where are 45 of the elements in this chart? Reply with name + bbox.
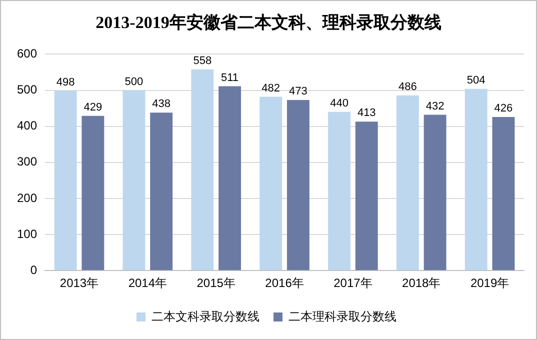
- x-tick-label: 2013年: [60, 276, 99, 290]
- x-tick-label: 2015年: [196, 276, 236, 290]
- bar: [424, 114, 446, 270]
- data-label: 429: [84, 101, 102, 114]
- data-label: 473: [289, 86, 308, 98]
- bar: [286, 100, 310, 270]
- x-tick-label: 2016年: [265, 276, 304, 290]
- bar: [464, 88, 488, 270]
- y-tick-label: 200: [16, 190, 38, 205]
- data-label: 558: [193, 54, 212, 67]
- bar: [122, 90, 146, 270]
- bar: [218, 86, 241, 270]
- data-label: 500: [124, 76, 144, 88]
- bar: [355, 122, 378, 270]
- y-tick-label: 300: [16, 154, 38, 169]
- bar: [150, 112, 173, 270]
- bar: [82, 116, 104, 270]
- y-tick-label: 100: [16, 226, 38, 241]
- bar: [260, 96, 282, 270]
- data-label: 432: [426, 100, 444, 112]
- x-tick-label: 2019年: [470, 276, 510, 290]
- y-tick-label: 500: [16, 82, 38, 97]
- data-label: 440: [330, 97, 348, 110]
- x-tick-label: 2017年: [334, 276, 372, 290]
- data-label: 504: [466, 74, 486, 86]
- x-tick-label: 2014年: [128, 276, 168, 290]
- y-tick-label: 0: [30, 262, 38, 277]
- y-tick-label: 400: [16, 118, 38, 133]
- y-tick-label: 600: [16, 46, 38, 61]
- data-label: 486: [398, 80, 417, 93]
- data-label: 438: [152, 98, 171, 110]
- chart-title: 2013-2019年安徽省二本文科、理科录取分数线: [94, 12, 442, 34]
- data-label: 498: [56, 76, 75, 89]
- data-label: 511: [220, 72, 239, 84]
- bar: [328, 112, 350, 270]
- x-tick-label: 2018年: [402, 276, 441, 290]
- data-label: 482: [262, 82, 280, 94]
- bar: [396, 95, 419, 270]
- legend-label: 二本文科录取分数线: [152, 309, 260, 324]
- legend-label: 二本理科录取分数线: [288, 309, 396, 324]
- bar: [191, 69, 214, 270]
- data-label: 413: [357, 107, 376, 120]
- bar: [492, 116, 515, 270]
- bar: [54, 90, 77, 270]
- data-label: 426: [494, 102, 513, 114]
